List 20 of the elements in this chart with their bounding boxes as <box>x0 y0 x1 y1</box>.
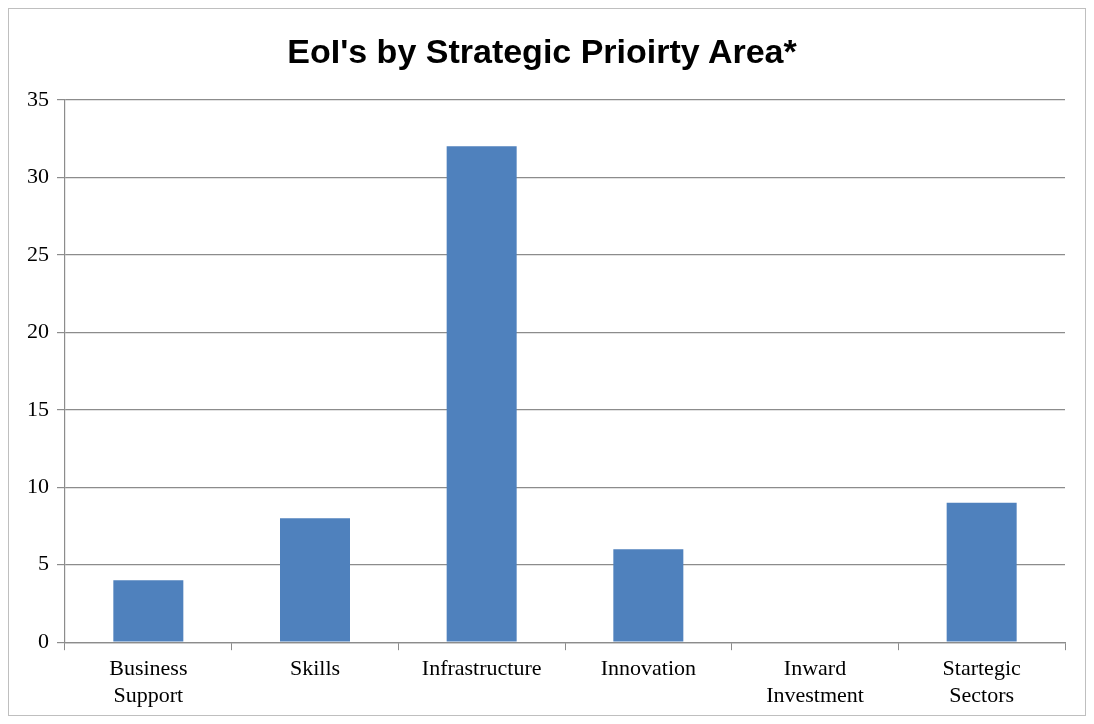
x-tick-label: Skills <box>289 655 341 681</box>
x-tick-label: Inward Investment <box>766 655 864 707</box>
y-tick-label: 15 <box>27 395 49 421</box>
x-tick-label: Innovation <box>600 655 696 681</box>
y-tick-label: 35 <box>27 85 49 111</box>
chart-title: EoI's by Strategic Prioirty Area* <box>287 31 798 70</box>
x-tick-label: Startegic Sectors <box>942 655 1021 707</box>
bar <box>946 502 1017 642</box>
bar <box>446 146 517 642</box>
y-tick-label: 30 <box>27 163 49 189</box>
bar <box>280 518 350 642</box>
bar <box>613 549 684 642</box>
y-tick-label: 10 <box>27 473 49 499</box>
y-tick-label: 0 <box>38 627 49 653</box>
x-tick-label: Infrastructure <box>421 655 542 681</box>
y-tick-label: 25 <box>27 240 49 266</box>
y-tick-label: 5 <box>38 550 49 576</box>
y-tick-label: 20 <box>27 318 49 344</box>
bar <box>113 580 184 642</box>
x-tick-label: Business Support <box>109 655 188 707</box>
